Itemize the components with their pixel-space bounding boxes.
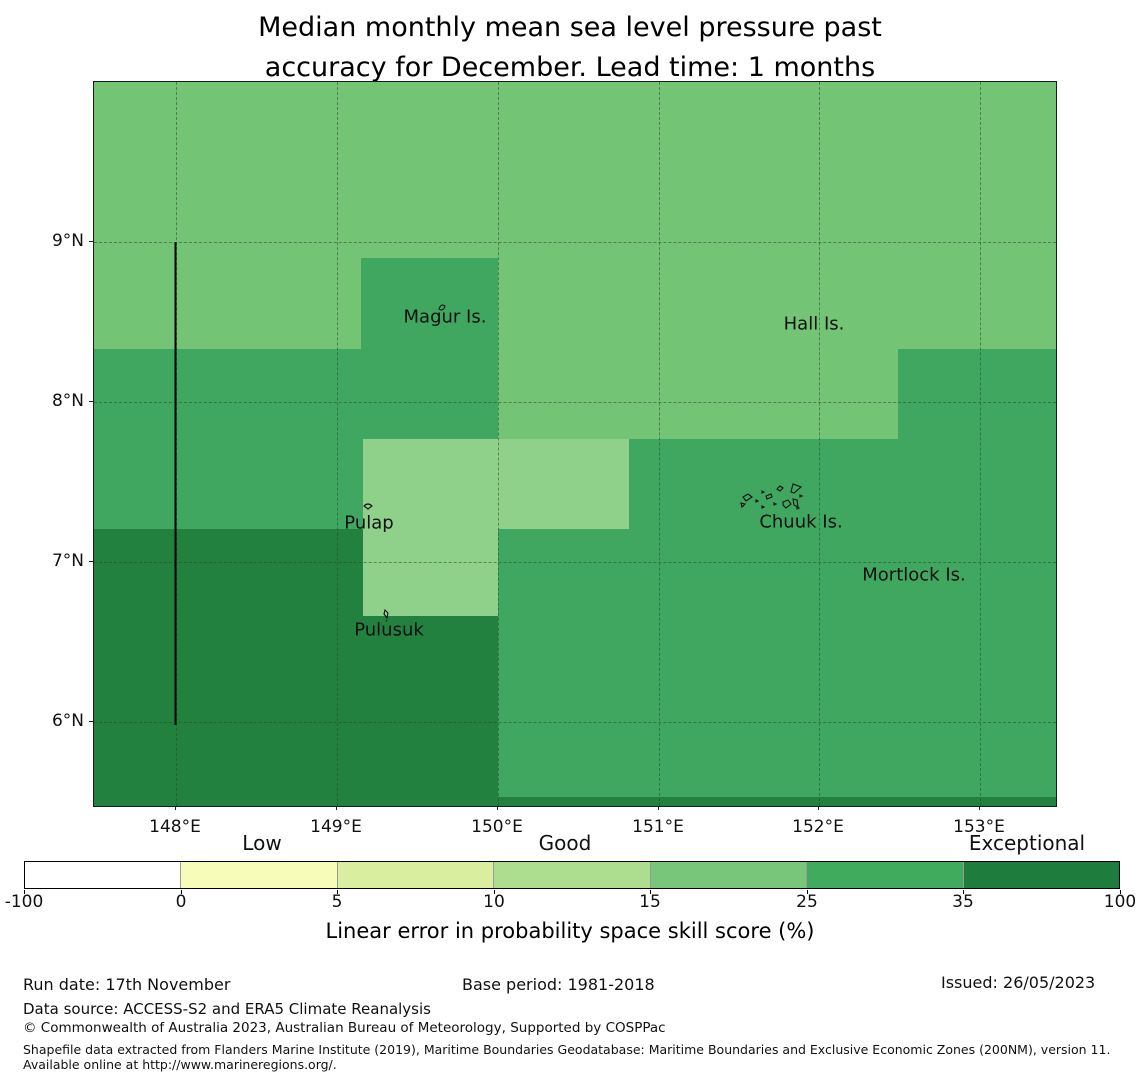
x-tick-label: 151°E (632, 817, 684, 837)
gridline-horizontal (94, 402, 1056, 403)
colorbar-segment-5 (806, 862, 963, 888)
colorbar-tick-mark (807, 890, 808, 894)
map-plot: Magur Is. Hall Is. Pulap Chuuk Is. Mortlock … (93, 81, 1057, 807)
colorbar-caption: Linear error in probability space skill … (325, 919, 815, 943)
colorbar-tick-mark (494, 890, 495, 894)
colorbar-segment-3 (493, 862, 650, 888)
place-label: Chuuk Is. (759, 511, 843, 533)
colorbar-tick-mark (1120, 890, 1121, 894)
colorbar-tick-label: 35 (952, 892, 974, 912)
colorbar-category-label: Good (538, 831, 592, 855)
map-region-25-35 (629, 439, 1056, 529)
y-tick-label: 8°N (51, 391, 84, 411)
y-tick-mark (89, 561, 93, 562)
map-region-25-35 (361, 258, 498, 351)
map-region-10-15 (498, 439, 629, 529)
gridline-vertical (980, 82, 981, 806)
colorbar-tick-label: 15 (639, 892, 661, 912)
chart-title-line1: Median monthly mean sea level pressure p… (258, 12, 882, 43)
place-label: Magur Is. (403, 306, 487, 328)
shapefile-note-text: Shapefile data extracted from Flanders M… (23, 1042, 1111, 1072)
y-tick-label: 7°N (51, 551, 84, 571)
x-tick-mark (497, 806, 498, 810)
y-tick-mark (89, 241, 93, 242)
map-region-25-35 (94, 439, 363, 529)
chart-title-line2: accuracy for December. Lead time: 1 mont… (264, 52, 876, 83)
colorbar-tick-mark (337, 890, 338, 894)
colorbar-segment-0 (25, 862, 181, 888)
map-region-25-35 (498, 529, 1056, 797)
y-tick-mark (89, 401, 93, 402)
run-date-text: Run date: 17th November (23, 975, 231, 994)
gridline-horizontal (94, 562, 1056, 563)
colorbar (24, 861, 1120, 889)
colorbar-category-label: Exceptional (968, 831, 1086, 855)
x-tick-label: 153°E (953, 817, 1005, 837)
y-tick-mark (89, 721, 93, 722)
place-label: Pulap (344, 512, 394, 534)
colorbar-tick-label: -100 (4, 892, 44, 912)
colorbar-tick-mark (963, 890, 964, 894)
map-region-35-100 (94, 797, 1056, 806)
colorbar-segment-4 (649, 862, 807, 888)
x-tick-mark (818, 806, 819, 810)
gridline-vertical (337, 82, 338, 806)
x-tick-label: 148°E (149, 817, 201, 837)
colorbar-tick-mark (24, 890, 25, 894)
x-tick-label: 149°E (310, 817, 362, 837)
gridline-vertical (498, 82, 499, 806)
colorbar-tick-label: 100 (1103, 892, 1137, 912)
x-tick-label: 150°E (471, 817, 523, 837)
colorbar-tick-label: 0 (175, 892, 187, 912)
colorbar-tick-label: 5 (331, 892, 343, 912)
gridline-vertical (176, 82, 177, 806)
colorbar-segment-1 (180, 862, 337, 888)
y-tick-label: 6°N (51, 711, 84, 731)
colorbar-category-label: Low (242, 831, 282, 855)
place-label: Mortlock Is. (862, 564, 966, 586)
x-tick-mark (336, 806, 337, 810)
x-tick-mark (175, 806, 176, 810)
issued-text: Issued: 26/05/2023 (941, 973, 1096, 992)
colorbar-tick-mark (650, 890, 651, 894)
colorbar-segment-2 (336, 862, 494, 888)
colorbar-tick-mark (181, 890, 182, 894)
map-region-35-100 (94, 529, 363, 806)
colorbar-tick-label: 10 (483, 892, 505, 912)
map-region-25-35 (898, 349, 1056, 439)
colorbar-segment-6 (962, 862, 1119, 888)
place-label: Pulusuk (354, 619, 424, 641)
x-tick-label: 152°E (792, 817, 844, 837)
base-period-text: Base period: 1981-2018 (462, 975, 655, 994)
gridline-vertical (819, 82, 820, 806)
colorbar-tick-label: 25 (796, 892, 818, 912)
map-region-35-100 (363, 616, 498, 806)
x-tick-mark (979, 806, 980, 810)
map-region-25-35 (94, 349, 498, 439)
place-label: Hall Is. (783, 313, 845, 335)
gridline-horizontal (94, 722, 1056, 723)
y-tick-label: 9°N (51, 231, 84, 251)
copyright-text: © Commonwealth of Australia 2023, Austra… (23, 1020, 666, 1036)
map-region-10-15 (363, 439, 498, 616)
data-source-text: Data source: ACCESS-S2 and ERA5 Climate … (23, 1000, 431, 1018)
gridline-horizontal (94, 242, 1056, 243)
x-tick-mark (658, 806, 659, 810)
gridline-vertical (659, 82, 660, 806)
